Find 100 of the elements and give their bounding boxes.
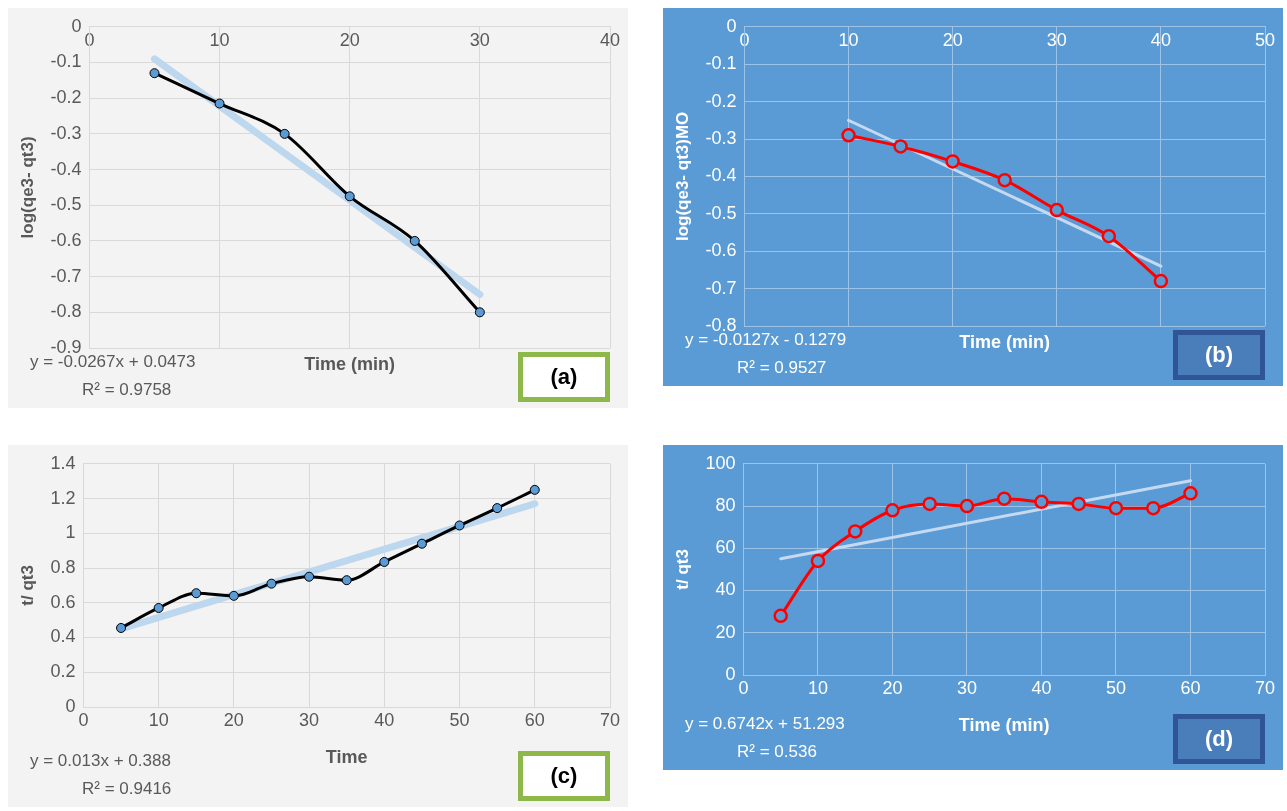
point [492, 503, 503, 514]
y-axis-title: t/ qt3 [672, 549, 692, 590]
x-tick-label: 10 [807, 677, 828, 698]
x-tick-label: 40 [1031, 677, 1052, 698]
x-tick-label: 70 [599, 709, 621, 730]
text: y = 0.013x + 0.388 [30, 751, 171, 771]
x-tick-label: 50 [449, 709, 470, 730]
x-tick-label: 40 [599, 29, 621, 50]
x-tick-label: 60 [1180, 677, 1201, 698]
y-tick-label: -0.4 [50, 158, 82, 179]
y-tick-label: -0.7 [705, 277, 737, 298]
y-tick-label: -0.1 [705, 53, 737, 74]
point [1145, 500, 1161, 516]
point [922, 496, 937, 512]
point [266, 578, 277, 589]
y-tick-label: 0 [726, 15, 737, 36]
point [893, 139, 908, 154]
point [841, 128, 856, 143]
x-tick-label: 40 [374, 709, 395, 730]
point [996, 491, 1012, 506]
x-tick-label: 50 [1254, 29, 1276, 50]
y-tick-label: -0.5 [50, 194, 82, 215]
y-tick-label: -0.6 [705, 240, 737, 261]
point [997, 172, 1012, 188]
x-tick-label: 20 [942, 29, 963, 50]
y-tick-label: 20 [715, 621, 736, 642]
point [228, 590, 239, 601]
point [1071, 496, 1086, 512]
point [304, 571, 315, 582]
x-tick-label: 20 [339, 29, 360, 50]
point [529, 484, 540, 495]
text: (a) [518, 352, 610, 402]
x-tick-label: 30 [1046, 29, 1067, 50]
x-tick-label: 20 [223, 709, 244, 730]
text: y = -0.0267x + 0.0473 [30, 352, 196, 372]
x-axis-title: Time (min) [959, 331, 1051, 352]
y-axis-title: t/ qt3 [17, 565, 37, 606]
point [379, 556, 390, 567]
x-tick-label: 60 [524, 709, 545, 730]
x-tick-label: 10 [209, 29, 230, 50]
point [945, 154, 960, 169]
point [279, 128, 290, 139]
y-tick-label: 1.2 [50, 487, 76, 508]
point [1153, 273, 1169, 289]
y-tick-label: -0.1 [50, 51, 82, 72]
x-tick-label: 30 [469, 29, 490, 50]
x-tick-label: 70 [1254, 677, 1276, 698]
y-tick-label: -0.2 [705, 90, 737, 111]
point [810, 553, 826, 569]
point [1108, 500, 1124, 516]
point [454, 520, 465, 531]
point [885, 503, 900, 518]
y-tick-label: 100 [705, 452, 736, 473]
point [773, 608, 788, 624]
point [116, 622, 127, 633]
y-tick-label: 0.4 [50, 626, 76, 647]
y-tick-label: 1 [65, 522, 76, 543]
text: R² = 0.536 [737, 742, 817, 762]
point [959, 498, 975, 514]
point [1034, 494, 1049, 510]
x-tick-label: 20 [882, 677, 903, 698]
x-axis-title: Time (min) [958, 714, 1050, 735]
point [1101, 228, 1117, 244]
y-axis-title: log(qe3- qt3) [17, 136, 37, 239]
text: R² = 0.9758 [82, 380, 172, 400]
y-tick-label: 60 [715, 537, 736, 558]
point [416, 538, 427, 549]
x-axis-title: Time (min) [304, 353, 396, 374]
text: y = 0.6742x + 51.293 [685, 714, 845, 734]
text: R² = 0.9527 [737, 358, 827, 378]
point [153, 602, 164, 613]
y-tick-label: -0.4 [705, 165, 737, 186]
y-axis-title: log(qe3- qt3)MO [672, 111, 692, 242]
point [474, 307, 485, 318]
y-tick-label: 0.8 [50, 557, 76, 577]
y-tick-label: -0.3 [705, 127, 737, 148]
y-tick-label: -0.8 [50, 301, 82, 322]
x-tick-label: 30 [299, 709, 320, 730]
y-tick-label: 40 [715, 579, 736, 600]
y-tick-label: -0.7 [50, 265, 82, 286]
x-tick-label: 30 [956, 677, 977, 698]
x-tick-label: 40 [1150, 29, 1171, 50]
point [191, 588, 202, 599]
text: (b) [1173, 330, 1265, 380]
y-tick-label: 0 [71, 15, 82, 36]
y-tick-label: -0.5 [705, 202, 737, 223]
x-axis-title: Time [325, 746, 368, 767]
x-tick-label: 50 [1105, 677, 1126, 698]
text: (c) [518, 751, 610, 801]
point [1183, 486, 1198, 501]
text: y = -0.0127x - 0.1279 [685, 330, 847, 350]
point [214, 98, 225, 109]
x-tick-label: 10 [148, 709, 169, 730]
y-tick-label: -0.2 [50, 87, 82, 108]
point [409, 235, 420, 246]
point [1049, 202, 1065, 218]
y-tick-label: 1.4 [50, 452, 76, 473]
y-tick-label: 0.6 [50, 591, 76, 612]
text: (d) [1173, 714, 1265, 764]
point [341, 575, 352, 586]
